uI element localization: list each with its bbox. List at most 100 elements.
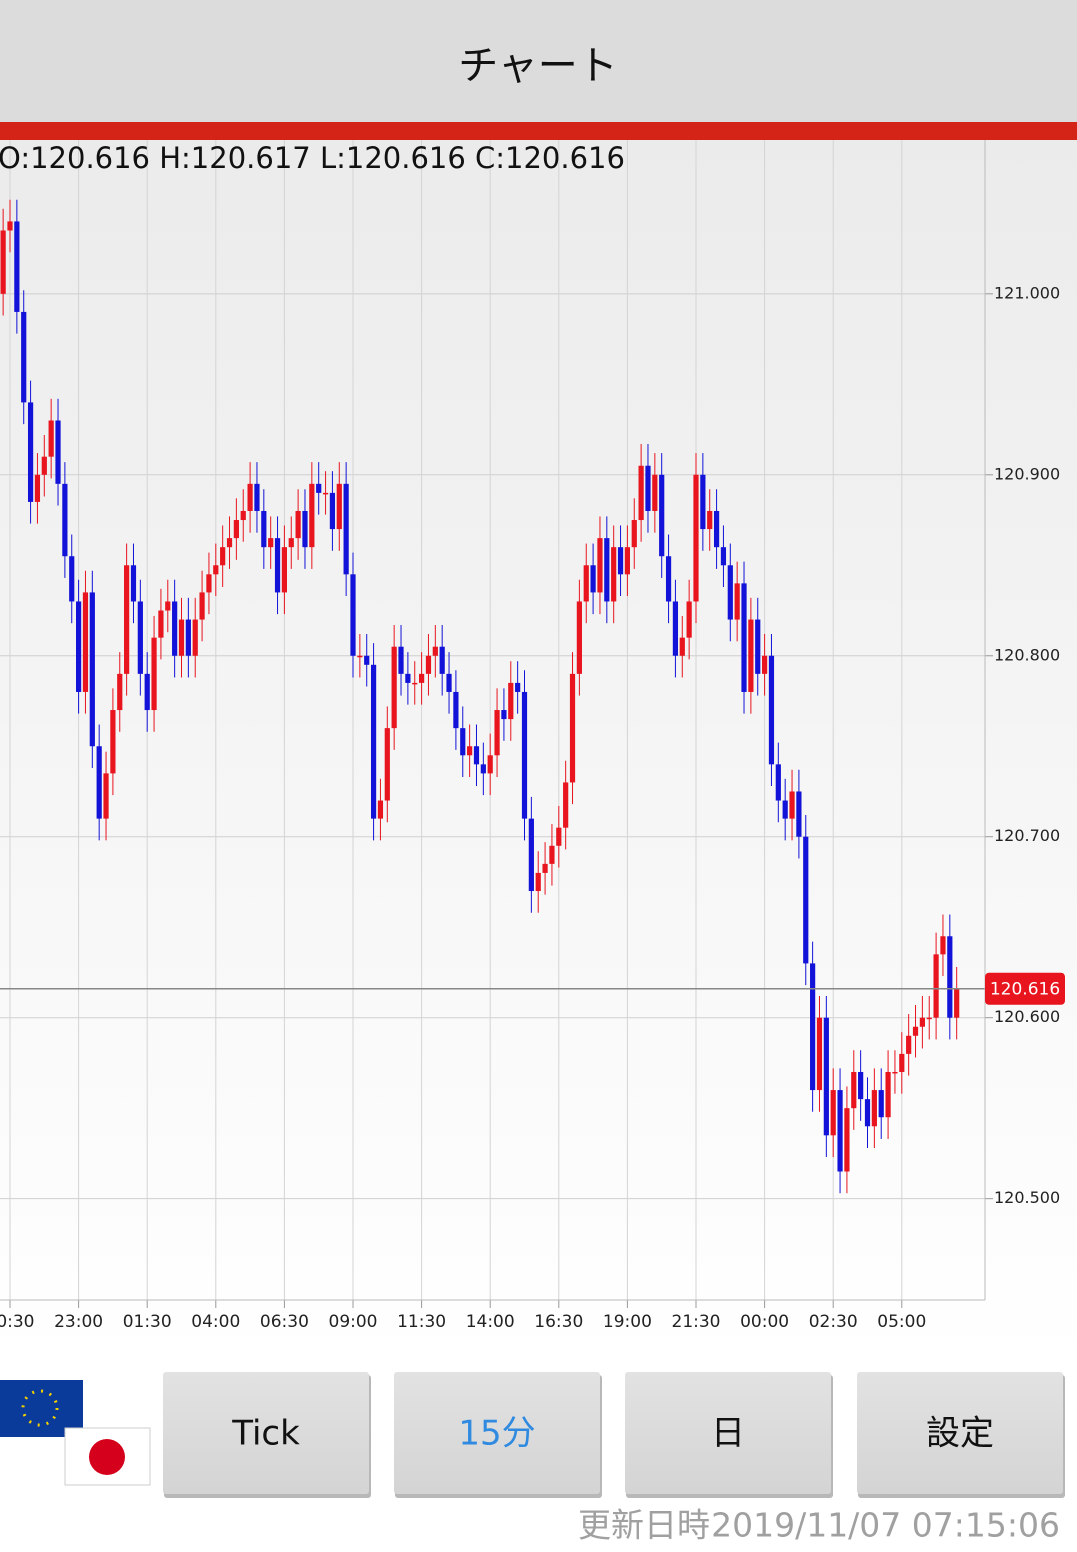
candle-body	[816, 1017, 823, 1091]
candle-body	[844, 1108, 850, 1172]
candle-body	[521, 691, 528, 819]
x-tick-label: 05:00	[877, 1312, 926, 1332]
header-bar	[0, 0, 1077, 122]
candle-body	[364, 655, 370, 665]
candle-body	[707, 510, 713, 530]
candle-body	[185, 619, 191, 656]
candle-body	[178, 619, 185, 656]
candle-body	[82, 592, 89, 692]
x-tick-label: 16:30	[534, 1312, 583, 1332]
candle-body	[7, 221, 13, 231]
tab-button[interactable]: Tick	[163, 1372, 371, 1498]
candle-body	[309, 483, 315, 548]
candle-body	[693, 474, 699, 602]
candle-body	[398, 646, 404, 674]
candle-body	[659, 474, 665, 557]
candle-body	[254, 483, 260, 511]
candle-body	[487, 755, 493, 774]
candle-body	[220, 547, 226, 566]
candle-body	[137, 601, 143, 674]
candle-body	[377, 800, 384, 819]
button-face	[163, 1372, 369, 1494]
candle-body	[295, 510, 301, 539]
candle-body	[638, 465, 644, 521]
candle-body	[357, 655, 363, 658]
candle-body	[782, 800, 788, 819]
y-tick-label: 120.600	[994, 1007, 1060, 1026]
candle-body	[473, 746, 480, 765]
candle-body	[624, 547, 630, 575]
candle-body	[0, 230, 6, 294]
updated-datetime: 2019/11/07 07:15:06	[711, 1506, 1060, 1545]
candle-body	[288, 538, 294, 548]
plot	[0, 140, 993, 1308]
candle-body	[899, 1053, 905, 1072]
candle-body	[391, 646, 397, 729]
tab-button[interactable]: 設定	[857, 1372, 1065, 1498]
candle-body	[919, 1017, 925, 1027]
candle-body	[528, 818, 534, 892]
x-tick-label: 19:00	[603, 1312, 652, 1332]
candle-body	[480, 764, 486, 774]
candle-body	[652, 474, 658, 511]
candle-body	[96, 746, 102, 819]
ohlc-label: O:120.616 H:120.617 L:120.616 C:120.616	[0, 141, 625, 175]
candle-body	[14, 221, 20, 312]
candle-body	[124, 565, 130, 674]
button-label: 設定	[926, 1414, 994, 1454]
button-label: Tick	[231, 1414, 300, 1454]
candle-body	[336, 483, 342, 530]
candle-body	[226, 538, 233, 548]
candle-body	[597, 538, 603, 593]
candle-body	[329, 492, 336, 530]
x-tick-label: 02:30	[809, 1312, 858, 1332]
candle-body	[611, 547, 617, 602]
candle-body	[583, 565, 589, 602]
candle-body	[912, 1026, 919, 1036]
candle-body	[933, 954, 939, 1018]
candle-body	[213, 565, 219, 575]
x-tick-label: 04:00	[191, 1312, 240, 1332]
candle-body	[515, 682, 521, 692]
candle-body	[27, 402, 34, 502]
candle-body	[906, 1035, 912, 1054]
y-tick-label: 121.000	[994, 283, 1060, 302]
button-label: 15分	[458, 1414, 535, 1454]
candle-body	[871, 1090, 877, 1127]
candle-body	[501, 710, 507, 720]
candle-body	[954, 988, 960, 1018]
tab-button[interactable]: 15分	[394, 1372, 602, 1498]
y-tick-label: 120.800	[994, 645, 1060, 664]
candle-body	[343, 483, 349, 575]
candle-body	[851, 1071, 857, 1109]
candle-body	[508, 682, 514, 720]
y-tick-label: 120.500	[994, 1188, 1060, 1207]
candle-body	[947, 936, 953, 1018]
candle-body	[878, 1090, 884, 1118]
button-label: 日	[711, 1414, 745, 1454]
candle-body	[412, 682, 418, 685]
candle-body	[803, 836, 809, 964]
candle-body	[755, 619, 761, 674]
candle-body	[48, 420, 54, 457]
candle-body	[700, 474, 706, 530]
candle-body	[110, 710, 116, 774]
candle-body	[556, 827, 562, 846]
candle-body	[130, 565, 137, 602]
y-tick-label: 120.900	[994, 464, 1060, 483]
candle-body	[302, 510, 308, 548]
candle-body	[467, 746, 473, 756]
chart-background	[0, 140, 1077, 1362]
candle-body	[247, 483, 253, 511]
candle-body	[432, 646, 438, 656]
y-tick-label: 120.700	[994, 826, 1060, 845]
candle-body	[206, 574, 212, 593]
tab-button[interactable]: 日	[625, 1372, 833, 1498]
candle-body	[151, 637, 157, 711]
candle-body	[41, 456, 47, 475]
header-title: チャート	[458, 43, 618, 89]
jp-flag	[64, 1427, 151, 1486]
candle-body	[316, 483, 322, 493]
candle-body	[576, 601, 582, 674]
candle-body	[617, 547, 624, 575]
